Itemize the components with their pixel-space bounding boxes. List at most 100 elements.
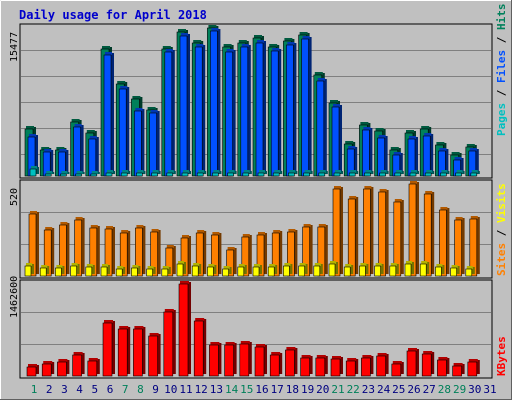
- day-label: 30: [468, 383, 481, 396]
- files-bar-top: [196, 44, 204, 47]
- pages-bar: [44, 173, 52, 177]
- legend-sites-visits: Sites / Visits: [495, 183, 508, 276]
- visits-bar-side: [264, 233, 267, 274]
- day-label: 16: [255, 383, 268, 396]
- pages-bar-top: [426, 170, 433, 173]
- sites-bar-side: [441, 265, 445, 274]
- kbytes-bar-top: [88, 358, 98, 361]
- pages-bar-top: [183, 170, 189, 173]
- visits-bar-top: [60, 222, 68, 225]
- pages-bar-top: [152, 170, 159, 173]
- day-label: 28: [438, 383, 451, 396]
- kbytes-bar-side: [188, 282, 191, 374]
- hits-bar-top: [26, 126, 34, 129]
- files-bar-top: [120, 86, 128, 89]
- visits-bar-top: [394, 199, 402, 202]
- day-label: 13: [210, 383, 223, 396]
- pages-bar-side: [172, 171, 176, 174]
- chart-title: Daily usage for April 2018: [19, 8, 207, 22]
- sites-bar-top: [345, 264, 352, 267]
- sites-bar-side: [471, 267, 475, 274]
- kbytes-bar-side: [172, 310, 176, 374]
- kbytes-bar: [376, 355, 386, 377]
- files-bar-side: [339, 105, 342, 174]
- sites-bar: [419, 263, 427, 277]
- panel2-bars: [24, 181, 480, 277]
- files-bar-side: [187, 34, 190, 174]
- sites-bar-side: [335, 262, 338, 274]
- pages-bar: [288, 172, 295, 177]
- pages-bar: [90, 173, 98, 177]
- pages-bar-top: [31, 166, 37, 169]
- panel1-ytick-label: 15477: [9, 32, 20, 62]
- sites-bar-top: [406, 261, 412, 264]
- pages-bar: [333, 172, 341, 177]
- files-bar-side: [308, 37, 312, 174]
- kbytes-bar: [209, 344, 219, 377]
- visits-bar: [363, 188, 371, 277]
- pages-bar-side: [324, 171, 328, 174]
- pages-bar: [364, 172, 371, 177]
- files-bar-side: [80, 125, 84, 174]
- sites-bar-side: [259, 265, 262, 274]
- pages-bar: [318, 172, 326, 177]
- files-bar: [316, 80, 325, 177]
- sites-bar-top: [147, 266, 154, 269]
- visits-bar-side: [324, 225, 328, 274]
- hits-bar-top: [147, 107, 156, 110]
- legend-part: Pages: [495, 103, 508, 136]
- files-bar-side: [354, 147, 358, 174]
- visits-bar-top: [288, 229, 296, 232]
- sites-bar-side: [46, 266, 50, 274]
- files-bar: [179, 35, 188, 177]
- kbytes-bar: [421, 353, 432, 377]
- day-label: 23: [362, 383, 375, 396]
- sites-bar: [85, 266, 93, 277]
- visits-bar-top: [455, 217, 463, 220]
- visits-bar-side: [294, 230, 298, 274]
- kbytes-bar-top: [453, 363, 463, 366]
- day-label: 26: [407, 383, 420, 396]
- files-bar-side: [171, 50, 175, 174]
- pages-bar-top: [304, 170, 311, 173]
- kbytes-bar-side: [248, 342, 252, 374]
- files-bar-top: [257, 40, 264, 43]
- kbytes-bar: [467, 361, 478, 377]
- pages-bar-side: [264, 171, 267, 174]
- pages-bar-top: [274, 170, 281, 173]
- day-label: 22: [347, 383, 360, 396]
- sites-bar-top: [436, 264, 443, 267]
- pages-bar: [212, 172, 219, 177]
- visits-bar-top: [425, 191, 433, 194]
- sites-bar: [191, 265, 199, 277]
- hits-bar-top: [132, 96, 141, 99]
- sites-bar-side: [365, 264, 369, 274]
- sites-bar-side: [213, 265, 217, 274]
- sites-bar-top: [314, 263, 321, 266]
- sites-bar-side: [395, 264, 399, 274]
- pages-bar: [166, 172, 174, 177]
- kbytes-bar: [406, 350, 417, 377]
- day-label: 4: [76, 383, 83, 396]
- visits-bar-side: [203, 231, 207, 274]
- pages-bar-side: [248, 171, 252, 174]
- visits-bar: [241, 236, 250, 277]
- kbytes-bar-side: [96, 359, 100, 374]
- kbytes-bar-top: [423, 351, 433, 354]
- visits-bar: [104, 228, 113, 277]
- files-bar: [194, 46, 203, 177]
- sites-bar-top: [421, 261, 428, 264]
- files-bar: [301, 38, 309, 177]
- pages-bar: [196, 172, 204, 177]
- files-bar-top: [59, 149, 67, 152]
- kbytes-bar: [87, 360, 98, 377]
- hits-bar-top: [86, 130, 95, 133]
- sites-bar-top: [299, 263, 306, 266]
- pages-bar-side: [340, 171, 343, 174]
- hits-bar-top: [436, 142, 445, 145]
- pages-bar: [242, 172, 250, 177]
- pages-bar-side: [431, 171, 435, 174]
- visits-bar: [332, 188, 341, 277]
- sites-bar: [252, 266, 260, 277]
- visits-bar: [135, 227, 143, 277]
